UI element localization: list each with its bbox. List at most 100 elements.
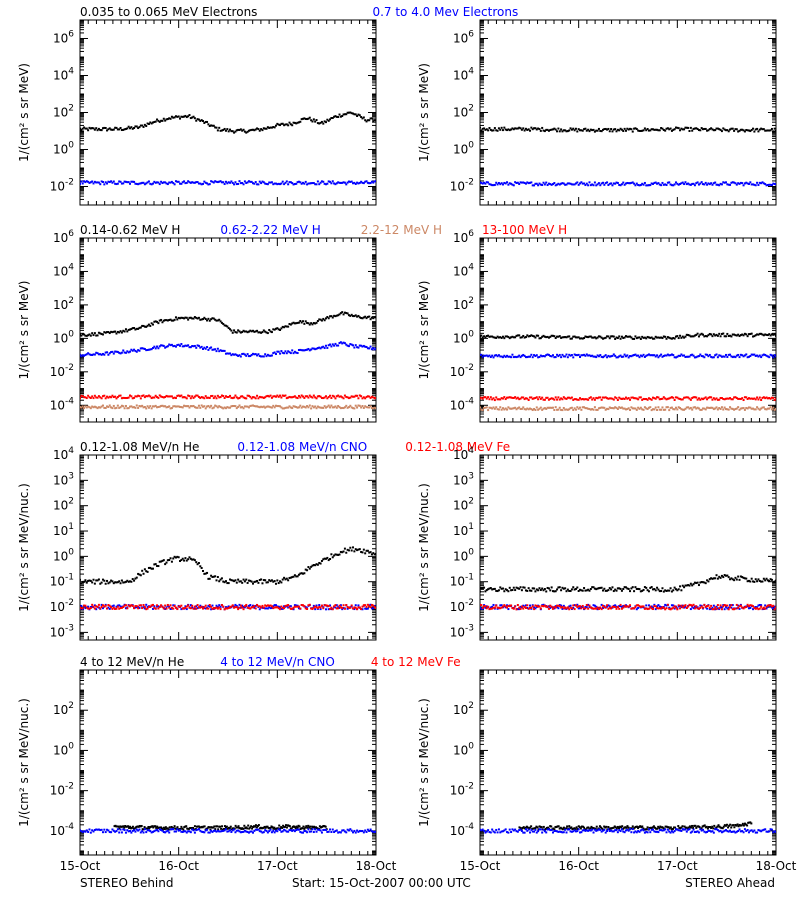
data-point — [135, 125, 138, 128]
data-point — [277, 395, 280, 398]
data-point — [283, 394, 286, 397]
data-point — [93, 353, 96, 356]
data-point — [341, 406, 344, 409]
data-point — [257, 331, 260, 334]
data-point — [664, 397, 667, 400]
data-point — [254, 580, 257, 583]
data-point — [220, 406, 223, 409]
data-point — [157, 347, 160, 350]
data-point — [146, 395, 149, 398]
data-point — [615, 589, 618, 592]
data-point — [753, 183, 756, 186]
data-point — [343, 113, 346, 116]
data-point — [631, 337, 634, 340]
data-point — [752, 407, 755, 410]
data-point — [299, 319, 302, 322]
data-point — [366, 119, 369, 122]
data-point — [345, 312, 348, 315]
data-point — [156, 181, 159, 184]
data-point — [649, 354, 652, 357]
data-point — [179, 317, 182, 320]
data-point — [143, 396, 146, 399]
data-point — [327, 608, 330, 611]
data-point — [706, 406, 709, 409]
data-point — [545, 181, 548, 184]
data-point — [373, 397, 376, 400]
data-point — [199, 565, 202, 568]
data-point — [252, 128, 255, 131]
data-point — [266, 183, 269, 186]
data-point — [691, 129, 694, 132]
data-point — [133, 126, 136, 129]
data-point — [195, 316, 198, 319]
data-point — [550, 406, 553, 409]
data-point — [600, 130, 603, 133]
data-point — [111, 181, 114, 184]
data-point — [554, 356, 557, 359]
data-point — [670, 129, 673, 132]
data-point — [203, 606, 206, 609]
data-point — [553, 409, 556, 412]
data-point — [707, 334, 710, 337]
data-point — [274, 395, 277, 398]
data-point — [339, 407, 342, 410]
data-point — [719, 182, 722, 185]
data-point — [662, 183, 665, 186]
data-point — [496, 355, 499, 358]
data-point — [596, 336, 599, 339]
data-point — [192, 345, 195, 348]
data-point — [639, 396, 642, 399]
data-point — [223, 349, 226, 352]
data-point — [227, 582, 230, 585]
data-point — [356, 406, 359, 409]
data-point — [215, 405, 218, 408]
data-point — [97, 578, 100, 581]
data-point — [195, 346, 198, 349]
data-point — [615, 130, 618, 133]
data-point — [210, 124, 213, 127]
data-point — [714, 398, 717, 401]
data-point — [284, 350, 287, 353]
data-point — [687, 333, 690, 336]
data-point — [208, 605, 211, 608]
data-point — [160, 604, 163, 607]
data-point — [606, 181, 609, 184]
data-point — [749, 333, 752, 336]
data-point — [274, 353, 277, 356]
data-point — [200, 119, 203, 122]
data-point — [319, 608, 322, 611]
data-point — [160, 395, 163, 398]
data-point — [614, 588, 617, 591]
data-point — [293, 322, 296, 325]
data-point — [289, 605, 292, 608]
data-point — [600, 398, 603, 401]
data-point — [519, 127, 522, 130]
data-point — [200, 396, 203, 399]
data-point — [256, 579, 259, 582]
data-point — [604, 127, 607, 130]
data-point — [101, 395, 104, 398]
data-point — [681, 354, 684, 357]
data-point — [124, 127, 127, 130]
data-point — [519, 356, 522, 359]
data-point — [649, 586, 652, 589]
data-point — [165, 345, 168, 348]
data-point — [100, 397, 103, 400]
data-point — [160, 119, 163, 122]
data-point — [107, 396, 110, 399]
data-point — [708, 396, 711, 399]
data-point — [626, 354, 629, 357]
data-point — [312, 182, 315, 185]
data-point — [668, 336, 671, 339]
data-point — [266, 581, 269, 584]
data-point — [485, 128, 488, 131]
data-point — [288, 405, 291, 408]
data-point — [252, 582, 255, 585]
data-point — [219, 608, 222, 611]
data-point — [230, 605, 233, 608]
data-point — [123, 351, 126, 354]
data-point — [203, 180, 206, 183]
data-point — [537, 408, 540, 411]
data-point — [276, 122, 279, 125]
